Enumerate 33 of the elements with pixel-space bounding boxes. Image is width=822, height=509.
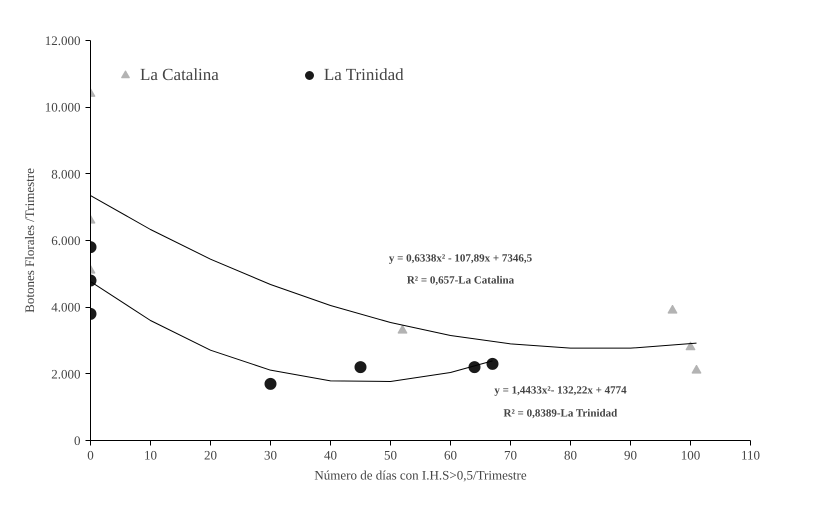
y-tick-label: 0: [74, 433, 80, 448]
x-tick-label: 60: [444, 448, 457, 462]
x-tick-label: 50: [384, 448, 397, 462]
point: [668, 304, 678, 314]
x-tick-label: 20: [204, 448, 217, 462]
point: [398, 324, 408, 334]
y-tick-label: 8.000: [51, 166, 80, 182]
point: [486, 358, 498, 370]
x-tick-label: 40: [324, 448, 337, 462]
x-tick-label: 70: [504, 448, 517, 462]
x-tick-label: 90: [624, 448, 637, 462]
legend-label: La Trinidad: [324, 65, 404, 85]
annotation: R² = 0,8389-La Trinidad: [504, 408, 618, 420]
annotation: y = 1,4433x²- 132,22x + 4774: [494, 384, 628, 396]
x-tick-label: 80: [564, 448, 577, 462]
legend-label: La Catalina: [140, 65, 219, 85]
y-tick-label: 12.000: [44, 33, 80, 48]
y-tick-label: 2.000: [51, 366, 80, 382]
x-tick-label: 30: [264, 448, 277, 462]
point: [686, 341, 696, 350]
y-axis-title: Botones Florales /Trimestre: [22, 168, 37, 313]
y-tick-label: 10.000: [44, 100, 80, 115]
y-tick-label: 4.000: [51, 300, 80, 315]
x-tick-label: 0: [87, 448, 94, 462]
annotation: y = 0,6338x² - 107,89x + 7346,5: [388, 252, 533, 264]
point: [354, 361, 366, 374]
annotation: R² = 0,657-La Catalina: [406, 274, 515, 286]
y-tick-label: 6.000: [51, 233, 80, 248]
x-tick-label: 100: [680, 448, 700, 462]
x-axis-title: Número de días con I.H.S>0,5/Trimestre: [314, 468, 527, 482]
x-tick-label: 10: [144, 448, 157, 462]
x-tick-label: 110: [740, 448, 760, 462]
point: [692, 364, 702, 374]
